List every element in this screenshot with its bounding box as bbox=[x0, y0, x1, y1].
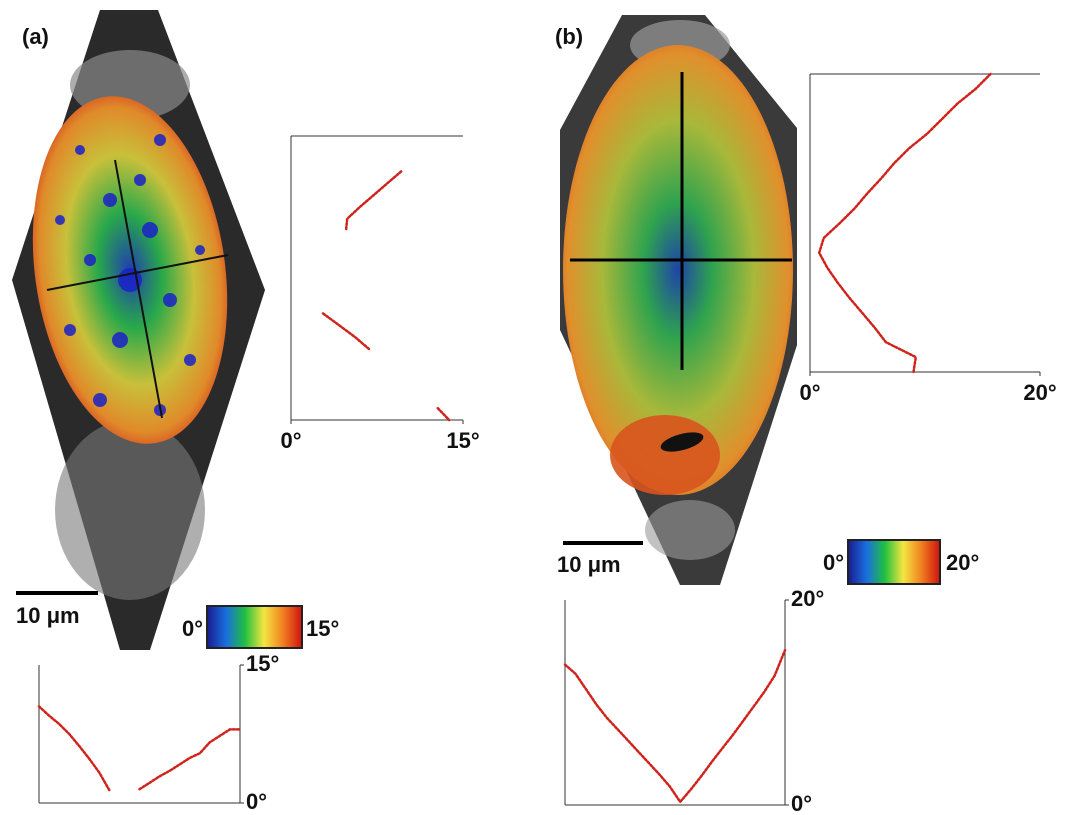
x-tick-label: 0° bbox=[799, 380, 820, 405]
profile-line bbox=[819, 74, 990, 372]
panel-label: (a) bbox=[22, 24, 49, 49]
colorbar-label: 20° bbox=[946, 550, 979, 575]
profile-line bbox=[323, 172, 449, 421]
profile-line bbox=[39, 706, 240, 790]
y-tick-label: 15° bbox=[246, 651, 279, 676]
y-tick-label: 0° bbox=[791, 791, 812, 815]
colorbar-label: 0° bbox=[823, 550, 844, 575]
x-tick-label: 20° bbox=[1023, 380, 1056, 405]
x-tick-label: 0° bbox=[280, 428, 301, 453]
x-tick-label: 15° bbox=[446, 428, 479, 453]
figure: (a) 10 μm 0° 15° (b) 10 μm 0° 20° 0° 15° 0… bbox=[0, 0, 1069, 815]
colorbar-label: 15° bbox=[306, 616, 339, 641]
y-tick-label: 20° bbox=[791, 586, 824, 611]
map-b bbox=[560, 15, 940, 585]
y-tick-label: 0° bbox=[246, 789, 267, 814]
profile-line bbox=[565, 650, 785, 802]
scale-bar-label: 10 μm bbox=[16, 603, 80, 628]
scale-bar-label: 10 μm bbox=[557, 552, 621, 577]
colorbar-label: 0° bbox=[182, 616, 203, 641]
panel-label: (b) bbox=[555, 24, 583, 49]
map-a bbox=[12, 10, 302, 650]
